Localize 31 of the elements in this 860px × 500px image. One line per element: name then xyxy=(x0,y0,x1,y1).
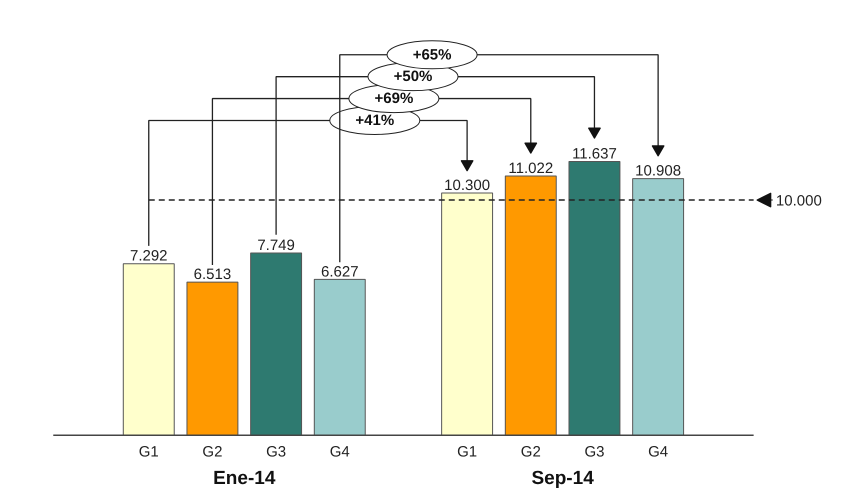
bar xyxy=(122,263,175,436)
bar xyxy=(632,178,684,436)
x-tick-label: Ene-14 xyxy=(213,468,276,490)
text: +69% xyxy=(374,90,414,108)
series-label: G4 xyxy=(330,443,350,460)
data-label: 10.908 xyxy=(635,162,682,180)
text: G3 xyxy=(584,443,604,460)
text: G4 xyxy=(648,443,668,460)
series-label: G3 xyxy=(266,443,286,460)
bar xyxy=(504,176,557,436)
data-label: 7.749 xyxy=(257,236,295,254)
data-label: 10.300 xyxy=(444,176,490,194)
data-label: 7.292 xyxy=(130,248,168,265)
text: +41% xyxy=(355,112,394,129)
text: +65% xyxy=(412,46,452,64)
text: +50% xyxy=(394,68,432,86)
data-label: 6.627 xyxy=(321,263,359,280)
bar xyxy=(314,278,366,436)
bar xyxy=(186,282,238,436)
series-label: G2 xyxy=(202,443,222,460)
data-label: 11.637 xyxy=(572,146,617,163)
ref-line-label: 10.000 xyxy=(776,192,822,210)
text: G1 xyxy=(457,443,478,460)
data-label: 6.513 xyxy=(194,266,232,284)
bar xyxy=(441,192,494,436)
bar xyxy=(568,161,620,436)
bar xyxy=(250,252,302,436)
data-label: 11.022 xyxy=(508,160,554,177)
series-label: G1 xyxy=(138,443,159,460)
text: G2 xyxy=(520,443,541,460)
x-tick-label: Sep-14 xyxy=(531,468,594,490)
